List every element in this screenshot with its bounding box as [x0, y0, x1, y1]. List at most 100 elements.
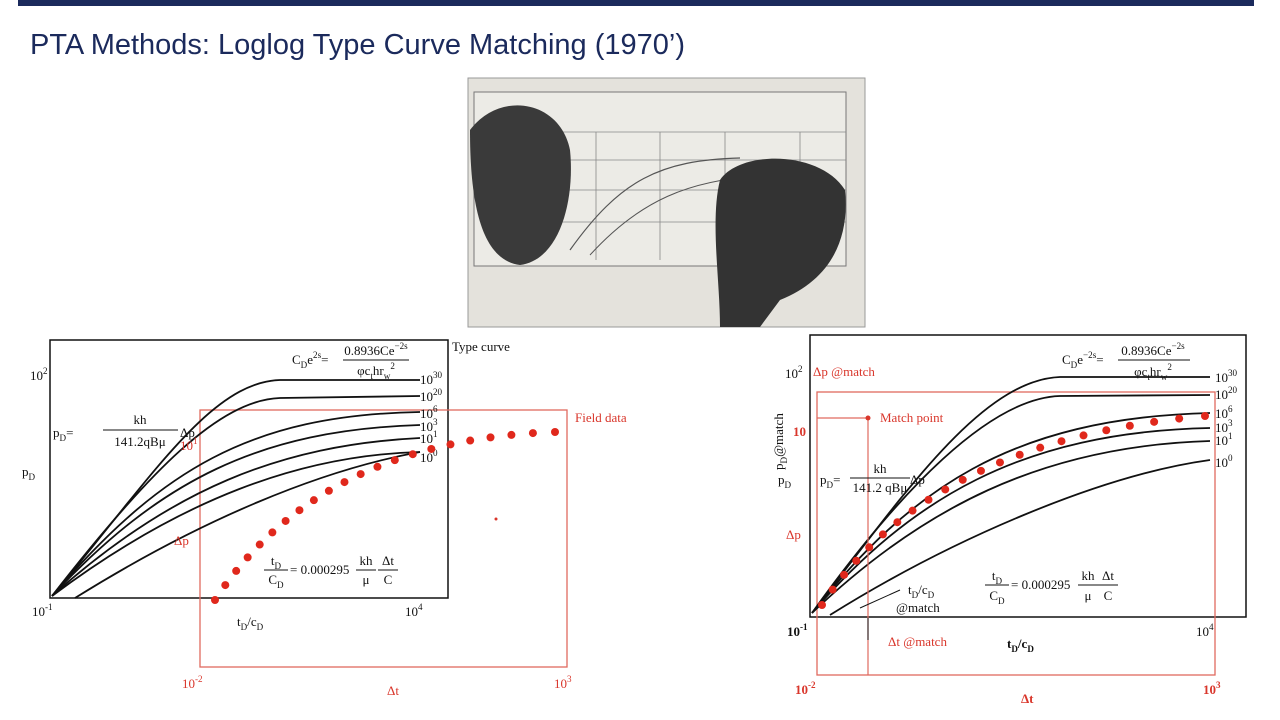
- x-tick-label-part: 10: [405, 604, 418, 619]
- td-eq: μ: [1085, 588, 1092, 603]
- td-eq: C: [1104, 588, 1113, 603]
- red-y-label-part: 10: [180, 438, 193, 453]
- cd-eq-part: 2: [1167, 362, 1172, 372]
- field-data-dot: [1015, 450, 1024, 459]
- cd-eq-part: C: [292, 352, 301, 367]
- curve-label-part: 10: [1215, 455, 1228, 470]
- td-eq: Δt: [382, 553, 394, 568]
- red-dt-label: Δt: [387, 683, 399, 698]
- curve-label-part: 3: [433, 417, 438, 427]
- field-data-dot: [373, 462, 382, 471]
- cd-eq-part: w: [384, 371, 391, 381]
- field-data-dot: [852, 556, 861, 565]
- cd-eq-part: φc: [1134, 364, 1148, 379]
- curve-label: 100: [1215, 453, 1233, 470]
- cd-eq-part: e: [1077, 352, 1083, 367]
- pd-eq-part: Δp: [180, 425, 195, 440]
- field-data-dot: [1057, 437, 1066, 446]
- td-eq: Δt: [1102, 568, 1114, 583]
- red-x-tick-label: 10-2: [182, 674, 203, 691]
- type-curve-frame: [809, 334, 1247, 618]
- pd-eq-part: kh: [134, 412, 148, 427]
- field-data-dot: [976, 466, 985, 475]
- pd-eq: pD=: [53, 425, 73, 443]
- cd-eq-part: −2s: [1171, 341, 1185, 351]
- curve-label: 1030: [420, 370, 443, 387]
- cd-eq-part: −2s: [394, 341, 408, 351]
- y-tick-label: 102: [785, 364, 803, 381]
- pd-match-label: pD@match: [771, 413, 789, 470]
- x-tick-label-part: -1: [45, 602, 53, 612]
- curve-label: 106: [1215, 404, 1233, 421]
- field-data-dot: [528, 429, 537, 438]
- pd-eq: Δp: [180, 425, 195, 440]
- red-x-tick-label-part: 3: [567, 674, 572, 684]
- legend-field-data-part: Field data: [575, 410, 627, 425]
- td-eq: tD: [271, 553, 282, 571]
- red-dp-label: Δp: [174, 533, 189, 548]
- red-dt-label-part: Δt: [1021, 691, 1034, 706]
- curve-label: 1020: [420, 387, 443, 404]
- pd-match-label-part: @match: [771, 413, 786, 457]
- x-tick-label: 10-1: [32, 602, 53, 619]
- pd-match-label-part: p: [771, 464, 786, 471]
- pd-eq-part: Δp: [910, 472, 925, 487]
- y-axis-label: pD: [778, 472, 792, 490]
- cd-eq: φcthrw2: [357, 361, 395, 381]
- curve-label-part: 6: [1228, 404, 1233, 414]
- field-data-dot: [211, 596, 219, 604]
- td-eq-part: kh: [1082, 568, 1096, 583]
- x-axis-label-part: /c: [247, 614, 257, 629]
- field-data-dot: [268, 528, 277, 537]
- type-curves: [51, 379, 421, 599]
- cd-eq-part: hr: [373, 363, 385, 378]
- dt-match-label: Δt @match: [888, 634, 947, 649]
- legend-field-data: Field data: [575, 410, 627, 425]
- field-data-dot: [356, 470, 365, 479]
- td-match-label-part: D: [928, 590, 935, 600]
- y-mark-label: 10: [793, 424, 806, 439]
- cd-eq-part: 2: [390, 361, 395, 371]
- cd-eq-part: hr: [1150, 364, 1162, 379]
- td-eq-part: D: [996, 576, 1003, 586]
- curve-label: 103: [420, 417, 438, 434]
- td-eq: CD: [989, 588, 1005, 606]
- field-data-dot: [390, 456, 399, 465]
- y-axis-label: pD: [22, 464, 36, 482]
- field-data-dot: [255, 540, 264, 549]
- curve-label-part: 6: [433, 404, 438, 414]
- td-eq-part: μ: [1085, 588, 1092, 603]
- td-eq: CD: [268, 572, 284, 590]
- curve-label: 1020: [1215, 385, 1238, 402]
- td-eq: = 0.000295: [1011, 577, 1070, 592]
- td-eq-part: = 0.000295: [290, 562, 349, 577]
- field-data-frame: [199, 409, 568, 668]
- x-axis-label-part: D: [241, 622, 248, 632]
- cd-eq-part: w: [1161, 372, 1168, 382]
- red-dt-label-part: Δt: [387, 683, 399, 698]
- td-eq-part: t: [271, 553, 275, 568]
- cd-eq: 0.8936Ce−2s: [344, 341, 408, 358]
- curve-label: 101: [1215, 431, 1233, 448]
- pd-eq: pD=: [820, 472, 840, 490]
- y-axis-label-part: p: [22, 464, 29, 479]
- field-data-dot: [893, 518, 902, 527]
- pd-eq: Δp: [910, 472, 925, 487]
- field-data-dot: [466, 436, 475, 445]
- cd-eq-part: e: [307, 352, 313, 367]
- top-bar: [18, 0, 1254, 6]
- td-eq-part: D: [998, 596, 1005, 606]
- red-dt-label: Δt: [1021, 691, 1034, 706]
- x-axis-label-part: /c: [1017, 636, 1028, 651]
- cd-eq-part: 0.8936Ce: [1121, 343, 1171, 358]
- y-tick-label-part: 10: [30, 368, 43, 383]
- pd-eq-part: =: [66, 425, 73, 440]
- pd-eq: 141.2qBμ: [114, 434, 165, 449]
- y-axis-label-part: p: [778, 472, 785, 487]
- curve-label: 103: [1215, 418, 1233, 435]
- x-tick-label: 104: [405, 602, 423, 619]
- td-eq-part: C: [268, 572, 277, 587]
- type-curves: [811, 376, 1211, 616]
- td-eq-part: D: [277, 580, 284, 590]
